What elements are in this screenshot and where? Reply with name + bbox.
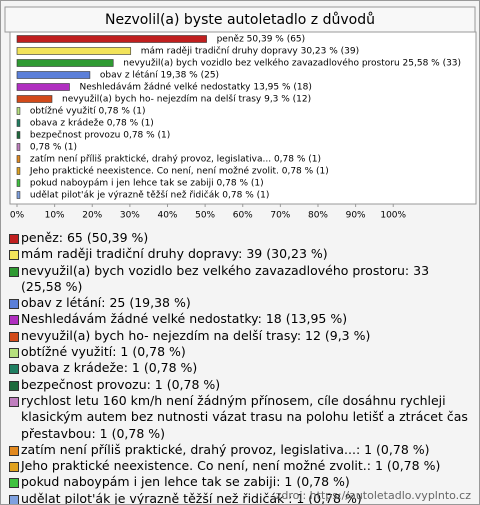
legend-item: obtížné využití: 1 (0,78 %) — [9, 344, 471, 360]
legend-label: peněz: 65 (50,39 %) — [21, 230, 149, 245]
legend-item: nevyužil(a) bych vozidlo bez velkého zav… — [9, 263, 471, 296]
bar — [16, 107, 21, 115]
x-tick-label: 30% — [120, 211, 140, 221]
legend-label: obav z létání: 25 (19,38 %) — [21, 295, 191, 311]
legend-swatch — [9, 315, 19, 326]
bar-label: zatím není příliš praktické, drahý provo… — [30, 154, 321, 165]
legend-label: zatím není příliš praktické, drahý provo… — [21, 441, 430, 457]
bar-label: obtížné využití 0,78 % (1) — [30, 106, 146, 117]
legend-label: bezpečnost provozu: 1 (0,78 %) — [21, 376, 221, 392]
legend-item: obav z létání: 25 (19,38 %) — [9, 295, 471, 311]
source: zdroj: https://autoletadlo.vyplnto.cz — [275, 489, 471, 502]
x-tick-label: 80% — [308, 211, 328, 221]
x-tick-label: 70% — [270, 211, 290, 221]
bar-label: pokud naboурám i jen lehce tak se zabiji… — [30, 179, 264, 189]
legend-item: peněz: 65 (50,39 %) — [9, 230, 471, 246]
legend-item: mám raději tradiční druhy dopravy: 39 (3… — [9, 246, 471, 262]
legend-item: bezpečnost provozu: 1 (0,78 %) — [9, 377, 471, 393]
bar — [16, 131, 21, 139]
legend-label: nevyužil(a) bych ho- nejezdím na delší t… — [21, 327, 371, 343]
legend-label: obtížné využití: 1 (0,78 %) — [21, 344, 186, 360]
legend-swatch — [9, 380, 19, 391]
legend-label: Neshledávám žádné velké nedostatky: 18 (… — [21, 311, 348, 327]
legend-label: rychlost letu 160 km/h není žádným příno… — [21, 392, 468, 441]
legend-label: mám raději tradiční druhy dopravy: 39 (3… — [21, 246, 328, 262]
bar — [16, 155, 21, 163]
x-tick-label: 0% — [10, 211, 25, 221]
legend-label: udělat pilot'ák je výrazně těžší než řid… — [21, 490, 362, 505]
bar — [16, 83, 70, 91]
x-tick-label: 90% — [346, 211, 366, 221]
legend-label: Jeho praktické neexistence. Co není, nen… — [21, 458, 441, 474]
legend: peněz: 65 (50,39 %) mám raději tradiční d… — [9, 230, 471, 505]
bar — [16, 71, 91, 79]
x-tick-label: 40% — [157, 211, 177, 221]
bar — [16, 143, 21, 151]
legend-swatch — [9, 445, 19, 456]
bar-label: nevyužil(a) bych ho- nejezdím na delší t… — [62, 94, 311, 105]
bar-label: peněz 50,39 % (65) — [217, 35, 306, 45]
legend-swatch — [9, 462, 19, 473]
legend-swatch — [9, 494, 19, 504]
bar — [16, 95, 53, 103]
bar-label: Neshledávám žádné velké nedostatky 13,95… — [79, 82, 311, 93]
legend-item: Jeho praktické neexistence. Co není, nen… — [9, 458, 471, 474]
bar — [16, 179, 21, 187]
legend-swatch — [9, 299, 19, 310]
legend-item: nevyužil(a) bych ho- nejezdím na delší t… — [9, 328, 471, 344]
legend-item: pokud naboурám i jen lehce tak se zabiji… — [9, 474, 471, 490]
legend-label: obava z krádeže: 1 (0,78 %) — [21, 360, 198, 376]
legend-swatch — [9, 266, 19, 277]
bar-label: mám raději tradiční druhy dopravy 30,23 … — [141, 46, 359, 57]
legend-swatch — [9, 331, 19, 342]
bar-label: 0,78 % (1) — [30, 143, 77, 153]
legend-swatch — [9, 348, 19, 359]
legend-label: nevyužil(a) bych vozidlo bez velkého zav… — [21, 262, 430, 294]
legend-swatch — [9, 234, 19, 244]
chart: Nezvolil(a) byste autoletadlo z důvodů 0… — [4, 6, 477, 221]
bar-label: Jeho praktické neexistence. Co není, nen… — [29, 166, 329, 177]
bar-label: nevyužil(a) bych vozidlo bez velkého zav… — [123, 58, 461, 69]
legend-swatch — [9, 478, 19, 489]
bar — [16, 47, 132, 55]
x-tick-label: 50% — [195, 211, 215, 221]
bar — [16, 191, 21, 199]
bar-label: obav z létání 19,38 % (25) — [100, 70, 219, 81]
x-tick-label: 100% — [380, 211, 406, 221]
legend-item: obava z krádeže: 1 (0,78 %) — [9, 360, 471, 376]
bar-label: obava z krádeže 0,78 % (1) — [30, 119, 154, 129]
bar — [16, 167, 21, 175]
legend-swatch — [9, 364, 19, 375]
bar-label: udělat pilot'ák je výrazně těžší než řid… — [30, 190, 269, 201]
legend-swatch — [9, 396, 19, 407]
bar — [16, 119, 21, 127]
x-tick-label: 10% — [45, 211, 65, 221]
legend-item: udělat pilot'ák je výrazně těžší než řid… — [9, 490, 471, 505]
legend-item: Neshledávám žádné velké nedostatky: 18 (… — [9, 311, 471, 327]
x-tick-label: 60% — [233, 211, 253, 221]
bar — [16, 35, 207, 43]
bar-label: bezpečnost provozu 0,78 % (1) — [30, 130, 170, 141]
chart-title: Nezvolil(a) byste autoletadlo z důvodů — [105, 12, 375, 28]
bar — [16, 59, 114, 67]
x-tick-label: 20% — [82, 211, 102, 221]
title-box — [4, 6, 476, 33]
legend-item: rychlost letu 160 km/h není žádným příno… — [9, 393, 471, 442]
legend-swatch — [9, 250, 19, 261]
legend-item: zatím není příliš praktické, drahý provo… — [9, 442, 471, 458]
legend-label: pokud naboурám i jen lehce tak se zabiji… — [21, 474, 350, 490]
